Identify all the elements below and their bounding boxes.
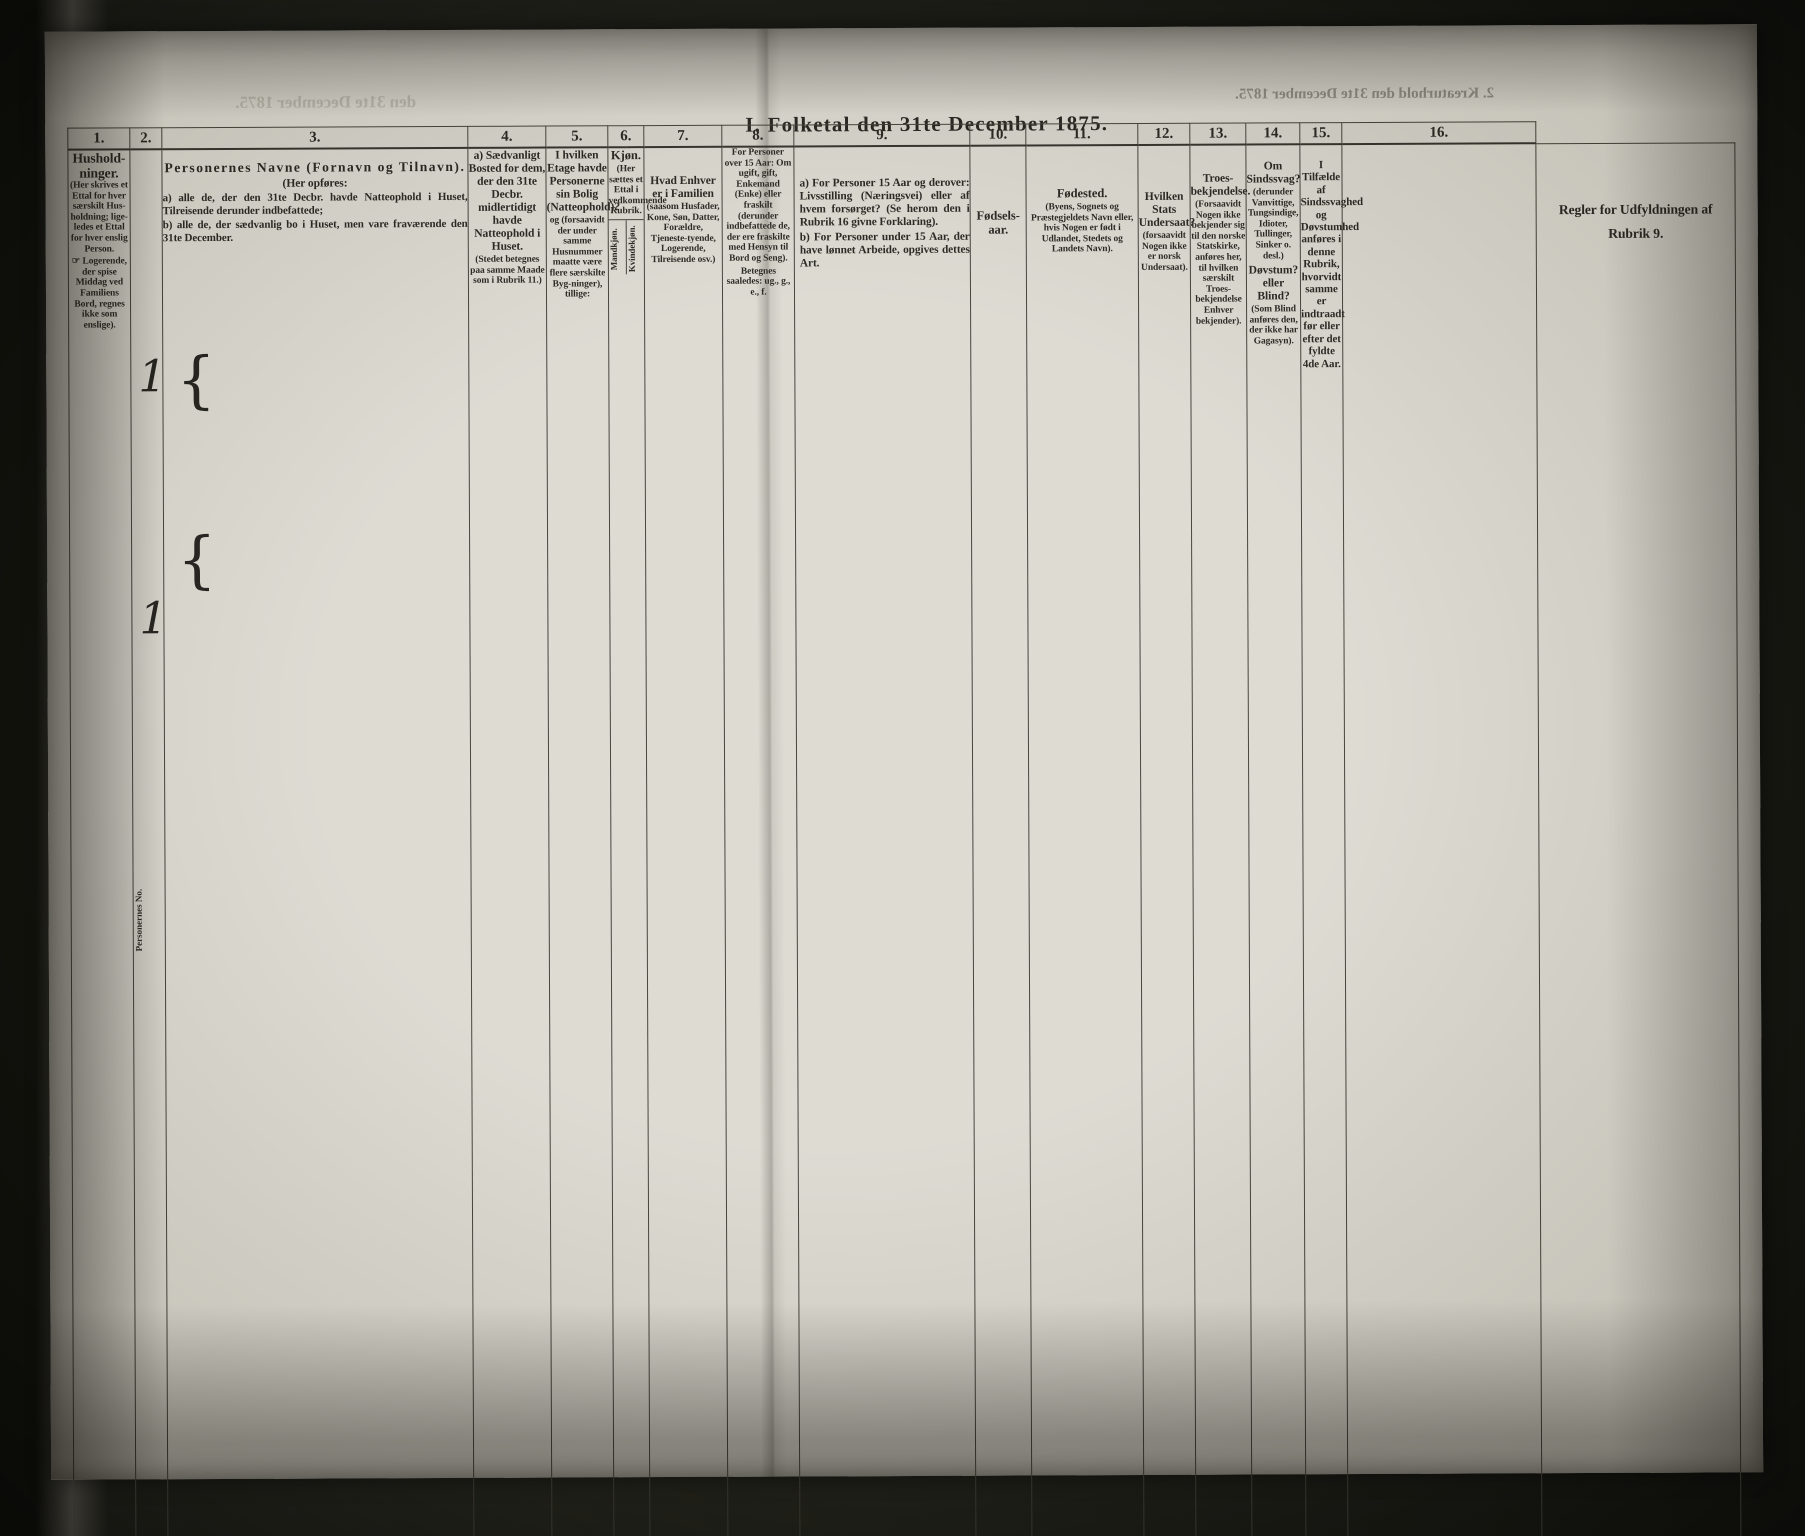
header-birthplace-title: Fødested.: [1056, 186, 1108, 201]
colnum-12: 12.: [1137, 123, 1190, 145]
header-family-role-title: Hvad Enhver er i Familien: [650, 173, 716, 201]
header-usual-residence-title: a) Sædvanligt Bosted for dem, der den 31…: [468, 148, 546, 253]
header-citizenship-note: (forsaavidt Nogen ikke er norsk Undersaa…: [1141, 230, 1188, 273]
colnum-15: 15.: [1299, 122, 1342, 145]
header-floor-title: I hvilken Etage havde Personerne sin Bol…: [546, 148, 620, 214]
header-disability: Om Sindssvag? (derunder Vanvittige, Tung…: [1245, 144, 1307, 1536]
header-floor: I hvilken Etage havde Personerne sin Bol…: [545, 147, 620, 1536]
colnum-9: 9.: [793, 124, 970, 147]
census-table-wrap: 1. 2. 3. 4. 5. 6. 7. 8. 9. 10. 11. 12. 1…: [67, 120, 1749, 1536]
colnum-6: 6.: [607, 125, 644, 148]
colnum-16: 16.: [1341, 121, 1536, 145]
header-rules: Regler for Udfyldningen af Rubrik 9.: [1535, 142, 1742, 1536]
colnum-11: 11.: [1025, 123, 1138, 146]
header-disability-note2: (Som Blind anføres den, der ikke har Gag…: [1249, 304, 1299, 347]
header-sex-note: (Her sættes et Ettal i vedkommende Rubri…: [608, 164, 667, 217]
header-citizenship: Hvilken Stats Undersaat? (forsaavidt Nog…: [1137, 144, 1197, 1536]
header-disability-title: Om Sindssvag?: [1246, 159, 1301, 186]
header-names-b: b) alle de, der sædvanlig bo i Huset, me…: [162, 218, 468, 245]
header-disability-note: (derunder Vanvittige, Tungsindige, Idiot…: [1247, 187, 1299, 261]
header-citizenship-title: Hvilken Stats Undersaat?: [1138, 189, 1196, 229]
header-birth-year: Fødsels-aar.: [969, 145, 1033, 1536]
header-floor-note: og (forsaavidt der under samme Husnummer…: [549, 215, 606, 300]
header-disability-title2: Døvstum? eller Blind?: [1248, 263, 1299, 303]
colnum-13: 13.: [1189, 123, 1246, 145]
header-households-title: Hushold-ninger.: [72, 150, 126, 181]
header-names-title: Personernes Navne (Fornavn og Tilnavn).: [164, 158, 466, 176]
colnum-4: 4.: [467, 126, 546, 148]
header-households-body: (Her skrives et Ettal for hver særskilt …: [70, 180, 129, 255]
header-marital-note: Betegnes saaledes: ug., g., e., f.: [726, 266, 791, 298]
header-religion-note: (Forsaavidt Nogen ikke bekjender sig til…: [1191, 199, 1246, 327]
header-birthplace: Fødested. (Byens, Sognets og Præstegjeld…: [1025, 144, 1145, 1536]
colnum-3: 3.: [161, 126, 468, 150]
header-households: Hushold-ninger. (Her skrives et Ettal fo…: [67, 149, 137, 1536]
header-family-role-note: (saasom Husfader, Kone, Søn, Datter, For…: [646, 201, 720, 266]
header-sex-male: Mandkjøn.: [608, 228, 619, 271]
colnum-14: 14.: [1245, 122, 1300, 145]
header-marital: For Personer over 15 Aar: Om ugift, gift…: [721, 146, 801, 1536]
colnum-2: 2.: [129, 127, 162, 150]
header-sex-title: Kjøn.: [610, 148, 641, 163]
paper-sheet: den 31te December 1875. I. Folketal den …: [44, 24, 1764, 1536]
header-religion-title: Troes-bekjendelse.: [1190, 171, 1251, 198]
header-usual-residence: a) Sædvanligt Bosted for dem, der den 31…: [467, 147, 553, 1536]
header-sex-female: Kvindekjøn.: [626, 225, 637, 273]
column-header-row: Hushold-ninger. (Her skrives et Ettal fo…: [67, 142, 1742, 1536]
colnum-10: 10.: [969, 123, 1026, 146]
colnum-7: 7.: [643, 125, 722, 148]
header-religion: Troes-bekjendelse. (Forsaavidt Nogen ikk…: [1189, 144, 1253, 1536]
header-usual-residence-note: (Stedet betegnes paa samme Maade som i R…: [470, 254, 545, 287]
census-table: 1. 2. 3. 4. 5. 6. 7. 8. 9. 10. 11. 12. 1…: [67, 120, 1749, 1536]
colnum-1: 1.: [67, 127, 130, 150]
header-birth-year-title: Fødsels-aar.: [976, 208, 1020, 237]
header-names-a: a) alle de, der den 31te Decbr. havde Na…: [162, 190, 468, 217]
header-rules-title: Regler for Udfyldningen af Rubrik 9.: [1558, 200, 1713, 241]
header-onset-age: I Tilfælde af Sindssvaghed og Døvstumhed…: [1299, 144, 1364, 1536]
header-family-role: Hvad Enhver er i Familien (saasom Husfad…: [643, 146, 729, 1536]
header-names-sub: (Her opføres:: [282, 176, 348, 190]
header-names: Personernes Navne (Fornavn og Tilnavn). …: [161, 147, 475, 1536]
header-households-note: ☞ Logerende, der spise Middag ved Famili…: [71, 256, 127, 331]
top-right-bleedthrough: 2. Kreaturhold den 31te December 1875.: [1235, 85, 1495, 103]
bleedthrough-title: den 31te December 1875.: [235, 92, 417, 112]
header-rules-col16: [1341, 143, 1543, 1536]
colnum-5: 5.: [545, 125, 608, 148]
header-birthplace-note: (Byens, Sognets og Præstegjeldets Navn e…: [1030, 202, 1134, 255]
header-marital-title: For Personer over 15 Aar: Om ugift, gift…: [724, 147, 792, 264]
header-occupation-a: a) For Personer 15 Aar og derover: Livss…: [799, 176, 970, 229]
colnum-8: 8.: [721, 124, 794, 147]
header-occupation-b: b) For Personer under 15 Aar, der have l…: [799, 230, 970, 270]
header-onset-age-title: I Tilfælde af Sindssvaghed og Døvstumhed…: [1300, 159, 1364, 370]
header-occupation: a) For Personer 15 Aar og derover: Livss…: [793, 145, 977, 1536]
